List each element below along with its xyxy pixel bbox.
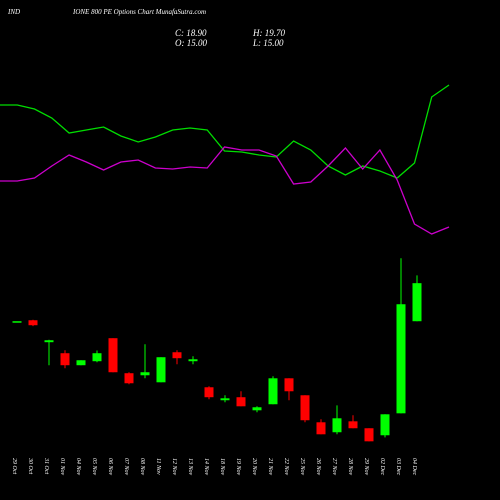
candle-body — [140, 372, 150, 376]
candle-body — [316, 422, 326, 435]
candle-body — [252, 407, 262, 411]
x-tick-label: 08 Nov — [139, 458, 145, 476]
candle-body — [188, 359, 198, 362]
x-tick-label: 01 Nov — [59, 458, 65, 476]
x-tick-label: 13 Nov — [187, 458, 193, 476]
x-tick-label: 06 Nov — [107, 458, 113, 476]
low-label: L: 15.00 — [252, 38, 284, 48]
x-tick-label: 18 Nov — [219, 458, 225, 476]
candle-body — [268, 378, 278, 405]
candle-body — [220, 398, 230, 401]
x-tick-label: 27 Nov — [331, 458, 337, 476]
close-label: C: 18.90 — [175, 28, 207, 38]
candle-body — [108, 338, 118, 373]
candle-body — [412, 283, 422, 322]
indicator-line — [0, 146, 450, 235]
x-tick-label: 21 Nov — [267, 458, 273, 476]
candle-body — [284, 378, 294, 392]
x-tick-label: 22 Nov — [283, 458, 289, 476]
x-tick-label: 28 Nov — [347, 458, 353, 476]
candle-body — [124, 373, 134, 384]
x-tick-label: 04 Nov — [75, 458, 82, 476]
candle-body — [332, 418, 342, 433]
x-tick-label: 03 Dec — [395, 458, 401, 475]
ticker: IND — [7, 8, 20, 16]
candle-body — [156, 357, 166, 383]
candle-body — [300, 395, 310, 421]
indicator-line — [0, 84, 450, 179]
candle-body — [92, 353, 102, 362]
x-tick-label: 30 Oct — [27, 457, 33, 474]
candle-body — [12, 321, 22, 323]
candle-body — [60, 353, 70, 366]
candle-body — [76, 360, 86, 366]
open-label: O: 15.00 — [175, 38, 207, 48]
x-tick-label: 19 Nov — [235, 458, 241, 476]
x-tick-label: 25 Nov — [299, 458, 305, 476]
candle-body — [364, 428, 374, 442]
x-tick-label: 20 Nov — [251, 458, 257, 476]
candle-body — [44, 340, 54, 343]
x-tick-label: 29 Oct — [11, 458, 17, 474]
x-tick-label: 14 Nov — [203, 458, 210, 476]
x-tick-label: 12 Nov — [171, 458, 177, 476]
x-tick-label: 26 Nov — [315, 458, 321, 476]
candle-body — [28, 320, 38, 326]
candle-body — [204, 387, 214, 398]
candle-body — [172, 352, 182, 359]
x-tick-label: 07 Nov — [123, 458, 129, 476]
chart-title: IONE 800 PE Options Chart MunafaSutra.co… — [72, 8, 206, 16]
x-tick-label: 31 Oct — [43, 457, 49, 474]
x-tick-label: 11 Nov — [155, 458, 161, 475]
x-tick-label: 02 Dec — [379, 458, 385, 475]
x-tick-label: 04 Dec — [411, 458, 418, 475]
candle-body — [348, 421, 358, 429]
x-tick-label: 05 Nov — [91, 458, 97, 476]
candle-body — [380, 414, 390, 436]
x-tick-label: 29 Nov — [363, 458, 369, 476]
high-label: H: 19.70 — [252, 28, 285, 38]
candle-body — [396, 304, 406, 414]
candle-body — [236, 397, 246, 407]
